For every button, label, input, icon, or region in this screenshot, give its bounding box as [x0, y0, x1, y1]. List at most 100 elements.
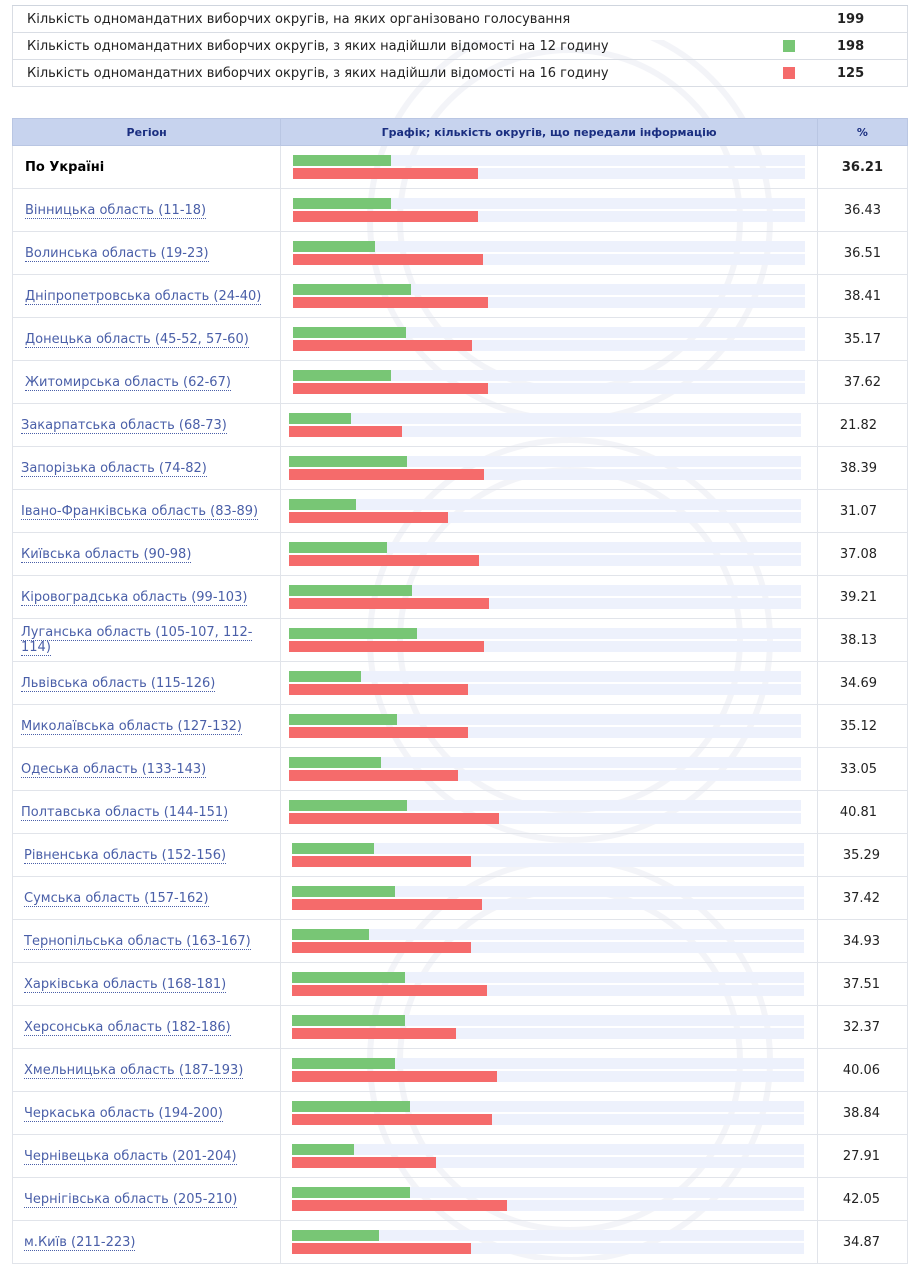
bar-16h	[292, 856, 472, 867]
chart-cell	[276, 704, 814, 748]
chart-cell	[279, 1048, 817, 1092]
region-row: Чернівецька область (201-204) 27.91	[10, 1134, 908, 1178]
region-row: Кіровоградська область (99-103) 39.21	[7, 575, 905, 619]
bar-track	[292, 886, 805, 897]
percent-value: 32.37	[815, 1005, 908, 1049]
bar-track	[289, 628, 802, 639]
legend-swatch	[783, 40, 795, 52]
bar-12h	[292, 1187, 411, 1198]
bar-16h	[289, 469, 484, 480]
region-row: Івано-Франківська область (83-89) 31.07	[7, 489, 905, 533]
total-row: По Україні 36.21	[11, 145, 909, 189]
bar-16h	[293, 340, 473, 351]
region-link[interactable]: Харківська область (168-181)	[24, 976, 227, 993]
region-link[interactable]: Одеська область (133-143)	[21, 761, 207, 778]
bar-track	[293, 327, 806, 338]
bar-track	[289, 800, 802, 811]
region-cell: Вінницька область (11-18)	[11, 188, 282, 232]
bar-16h	[289, 727, 469, 738]
bar-track	[292, 1200, 805, 1211]
bar-12h	[289, 714, 397, 725]
region-link[interactable]: Чернігівська область (205-210)	[24, 1191, 238, 1208]
region-cell: Миколаївська область (127-132)	[7, 704, 278, 748]
percent-column-header: %	[816, 118, 909, 146]
region-cell: Чернівецька область (201-204)	[10, 1134, 281, 1178]
region-link[interactable]: Рівненська область (152-156)	[24, 847, 227, 864]
bar-16h	[292, 1200, 508, 1211]
region-link[interactable]: Сумська область (157-162)	[24, 890, 209, 907]
percent-value: 40.81	[812, 790, 905, 834]
bar-12h	[289, 757, 382, 768]
region-link[interactable]: Донецька область (45-52, 57-60)	[25, 331, 249, 348]
region-cell: Запорізька область (74-82)	[7, 446, 278, 490]
chart-cell	[276, 661, 814, 705]
percent-value: 40.06	[815, 1048, 908, 1092]
bar-track	[292, 985, 805, 996]
percent-value: 27.91	[815, 1134, 908, 1178]
bar-track	[292, 929, 805, 940]
region-link[interactable]: Хмельницька область (187-193)	[24, 1062, 244, 1079]
summary-label: Кількість одномандатних виборчих округів…	[12, 5, 777, 33]
region-link[interactable]: Волинська область (19-23)	[25, 245, 209, 262]
summary-label: Кількість одномандатних виборчих округів…	[12, 59, 777, 87]
bar-track	[293, 383, 806, 394]
bar-track	[289, 641, 802, 652]
region-row: Полтавська область (144-151) 40.81	[7, 790, 905, 834]
bar-12h	[293, 327, 406, 338]
region-cell: Донецька область (45-52, 57-60)	[11, 317, 282, 361]
bar-12h	[289, 413, 351, 424]
chart-cell	[280, 231, 818, 275]
region-link[interactable]: Львівська область (115-126)	[21, 675, 216, 692]
summary-row: Кількість одномандатних виборчих округів…	[12, 5, 908, 33]
region-row: Хмельницька область (187-193) 40.06	[10, 1048, 908, 1092]
region-cell: Житомирська область (62-67)	[11, 360, 282, 404]
bar-12h	[293, 370, 391, 381]
percent-value: 36.21	[816, 145, 909, 189]
bar-track	[292, 972, 805, 983]
bar-12h	[292, 1101, 411, 1112]
legend-swatch	[783, 67, 795, 79]
bar-track	[292, 1230, 805, 1241]
region-link[interactable]: Херсонська область (182-186)	[24, 1019, 231, 1036]
region-link[interactable]: Чернівецька область (201-204)	[24, 1148, 237, 1165]
bar-16h	[289, 555, 479, 566]
bar-track	[289, 813, 802, 824]
chart-cell	[279, 1220, 817, 1264]
region-link[interactable]: Полтавська область (144-151)	[21, 804, 229, 821]
chart-cell	[279, 1134, 817, 1178]
region-link[interactable]: Вінницька область (11-18)	[25, 202, 207, 219]
region-link[interactable]: Кіровоградська область (99-103)	[21, 589, 248, 606]
region-link[interactable]: Черкаська область (194-200)	[24, 1105, 223, 1122]
region-row: Житомирська область (62-67) 37.62	[11, 360, 909, 404]
region-link[interactable]: Запорізька область (74-82)	[21, 460, 207, 477]
chart-cell	[280, 145, 818, 189]
bar-16h	[292, 1243, 472, 1254]
region-link[interactable]: Тернопільська область (163-167)	[24, 933, 251, 950]
region-row: Харківська область (168-181) 37.51	[10, 962, 908, 1006]
bar-track	[289, 413, 802, 424]
region-link[interactable]: Дніпропетровська область (24-40)	[25, 288, 262, 305]
percent-value: 37.08	[812, 532, 905, 576]
region-link[interactable]: Івано-Франківська область (83-89)	[21, 503, 259, 520]
region-row: м.Київ (211-223) 34.87	[10, 1220, 908, 1264]
region-row: Львівська область (115-126) 34.69	[7, 661, 905, 705]
bar-12h	[292, 929, 370, 940]
region-link[interactable]: м.Київ (211-223)	[24, 1234, 136, 1251]
percent-value: 38.84	[815, 1091, 908, 1135]
bar-track	[289, 684, 802, 695]
bar-track	[289, 499, 802, 510]
bar-16h	[293, 297, 488, 308]
region-link[interactable]: Луганська область (105-107, 112-114)	[21, 625, 253, 656]
region-link[interactable]: Миколаївська область (127-132)	[21, 718, 242, 735]
percent-value: 37.51	[815, 962, 908, 1006]
chart-cell	[276, 575, 814, 619]
bar-track	[293, 340, 806, 351]
regions-table: Регіон Графік; кількість округів, що пер…	[7, 118, 909, 1264]
percent-value: 31.07	[812, 489, 905, 533]
region-cell: Київська область (90-98)	[7, 532, 278, 576]
percent-value: 35.17	[816, 317, 909, 361]
summary-label: Кількість одномандатних виборчих округів…	[12, 32, 777, 60]
region-link[interactable]: Закарпатська область (68-73)	[21, 417, 227, 434]
region-link[interactable]: Житомирська область (62-67)	[25, 374, 231, 391]
region-link[interactable]: Київська область (90-98)	[21, 546, 192, 563]
